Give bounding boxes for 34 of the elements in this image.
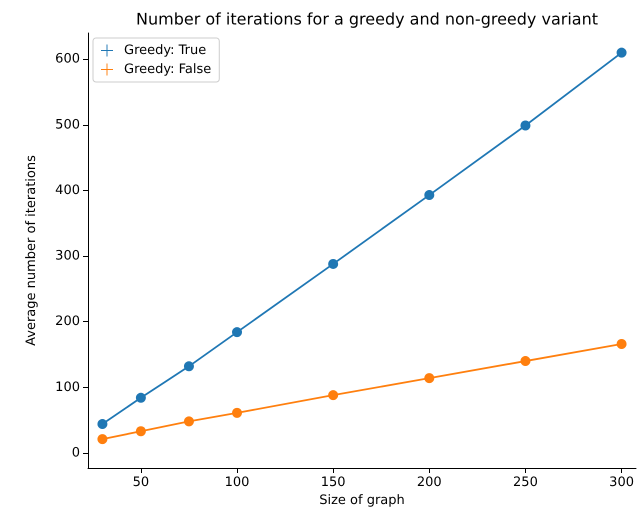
point <box>136 426 146 436</box>
point <box>616 48 627 58</box>
x-tick-label: 250 <box>513 475 538 490</box>
x-tick-label: 150 <box>320 475 346 490</box>
x-tick-label: 200 <box>416 475 442 490</box>
chart-title: Number of iterations for a greedy and non-greedy variant <box>136 10 598 28</box>
x-tick-label: 100 <box>224 475 250 490</box>
y-tick-label: 100 <box>55 380 80 395</box>
x-tick-label: 50 <box>132 475 150 490</box>
y-tick-label: 200 <box>55 314 80 330</box>
point <box>520 120 530 131</box>
point <box>97 434 108 444</box>
y-tick-label: 500 <box>55 117 80 132</box>
y-tick-label: 600 <box>55 52 80 67</box>
legend-label: Greedy: True <box>124 43 206 58</box>
point <box>232 327 242 338</box>
point <box>136 392 146 403</box>
point <box>328 390 338 400</box>
point <box>520 356 530 366</box>
y-axis-title: Average number of iterations <box>24 154 39 346</box>
point <box>328 258 338 269</box>
point <box>424 190 434 200</box>
point <box>184 416 194 426</box>
point <box>424 373 434 384</box>
y-tick-label: 300 <box>55 248 80 264</box>
y-tick-label: 0 <box>72 445 80 460</box>
y-tick-label: 400 <box>55 182 80 198</box>
point <box>232 408 242 418</box>
point <box>616 339 627 349</box>
x-tick-label: 300 <box>609 475 634 490</box>
point <box>184 361 194 372</box>
point <box>97 419 108 430</box>
x-axis-title: Size of graph <box>319 493 405 508</box>
legend-label: Greedy: False <box>124 62 212 77</box>
